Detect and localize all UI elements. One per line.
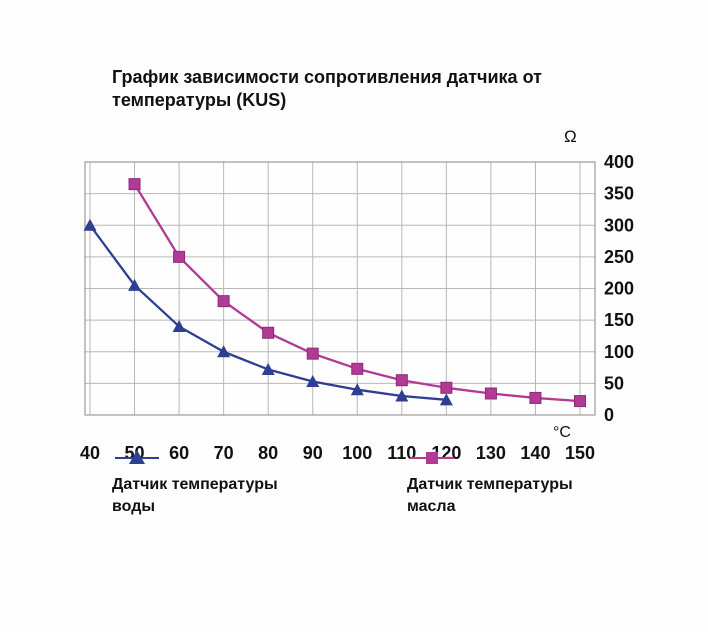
oil-data-point [574,395,586,408]
oil-data-point [173,250,186,263]
oil-data-point [351,362,364,375]
plot-border [84,161,596,416]
y-tick-label: 250 [604,247,634,267]
y-axis-unit-label: Ω [564,127,577,146]
oil-data-point [484,387,497,400]
legend-item-oil: Датчик температуры масла [407,448,637,519]
oil-data-point [440,381,453,394]
x-tick-label: 80 [258,443,278,463]
x-tick-label: 70 [214,443,234,463]
legend-item-water: Датчик температуры воды [112,448,342,519]
oil-series-marker-icon [410,452,454,464]
x-tick-label: 90 [303,443,323,463]
triangle-marker-icon [129,450,145,464]
water-data-point [395,389,409,402]
oil-data-point [217,295,230,308]
oil-data-point [395,374,408,387]
oil-data-point [128,178,141,191]
water-series-label: Датчик температуры воды [112,476,278,516]
x-tick-label: 130 [476,443,506,463]
water-data-point [172,319,186,332]
y-tick-label: 100 [604,342,634,362]
oil-data-point [529,391,542,404]
y-tick-label: 400 [604,152,634,172]
y-tick-label: 0 [604,405,614,425]
water-data-point [306,374,320,387]
x-tick-label: 150 [565,443,595,463]
x-tick-label: 40 [80,443,100,463]
y-tick-label: 300 [604,215,634,235]
x-tick-label: 100 [342,443,372,463]
y-tick-label: 200 [604,279,634,299]
water-data-point [350,383,364,396]
x-tick-label: 60 [169,443,189,463]
x-tick-label: 110 [387,443,416,463]
water-data-point [439,393,453,406]
y-tick-label: 50 [604,373,624,393]
water-series-marker-icon [115,450,159,464]
square-marker-icon [426,452,438,464]
x-axis-unit-label: °C [553,424,571,441]
water-data-point [83,218,97,231]
y-tick-label: 350 [604,184,634,204]
water-data-point [128,278,142,291]
oil-series-label: Датчик температуры масла [407,476,573,516]
oil-data-point [306,347,319,360]
x-tick-label: 140 [520,443,550,463]
oil-data-point [262,326,275,339]
water-data-point [217,345,231,358]
y-tick-label: 150 [604,310,634,330]
water-data-point [261,362,275,375]
chart-title: График зависимости сопротивления датчика… [112,67,542,110]
